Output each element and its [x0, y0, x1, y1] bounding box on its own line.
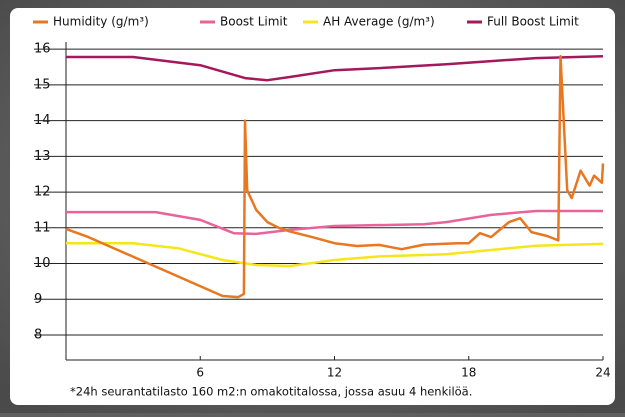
legend-label: AH Average (g/m³): [323, 15, 435, 29]
x-tick-label: 18: [461, 366, 476, 380]
x-tick-label: 24: [595, 366, 610, 380]
legend-label: Full Boost Limit: [487, 15, 579, 29]
footnote: *24h seurantatilasto 160 m2:n omakotital…: [70, 385, 472, 399]
series-line: [66, 55, 604, 82]
series-line: [66, 209, 603, 236]
x-tick-label: 6: [196, 366, 204, 380]
series-line: [65, 55, 605, 299]
panel: [10, 8, 615, 405]
x-tick-label: 12: [327, 366, 342, 380]
legend-label: Humidity (g/m³): [53, 15, 149, 29]
series-line: [66, 241, 604, 268]
legend-label: Boost Limit: [220, 15, 288, 29]
